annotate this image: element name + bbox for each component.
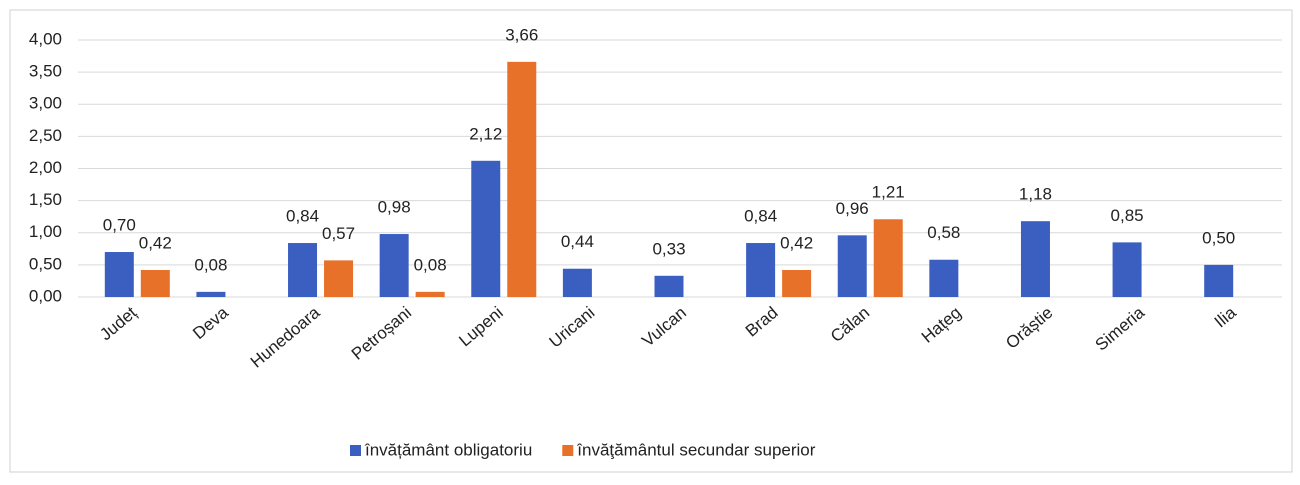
y-tick-label: 1,50 <box>29 190 62 209</box>
data-label: 1,18 <box>1019 185 1052 204</box>
bar <box>104 252 134 297</box>
y-tick-label: 2,00 <box>29 158 62 177</box>
y-tick-label: 3,50 <box>29 62 62 81</box>
bar <box>507 61 537 297</box>
bar <box>415 291 445 297</box>
bar <box>562 268 592 297</box>
data-label: 0,58 <box>927 223 960 242</box>
bar <box>929 259 959 297</box>
data-label: 0,08 <box>414 255 447 274</box>
data-label: 0,70 <box>103 216 136 235</box>
bar <box>140 270 170 297</box>
data-label: 0,84 <box>286 207 319 226</box>
bar <box>288 243 318 297</box>
data-label: 0,42 <box>780 233 813 252</box>
data-label: 0,57 <box>322 224 355 243</box>
y-tick-label: 0,50 <box>29 254 62 273</box>
bar <box>654 275 684 297</box>
data-label: 0,08 <box>194 255 227 274</box>
y-tick-label: 4,00 <box>29 29 62 48</box>
bar <box>782 270 812 297</box>
y-tick-label: 0,00 <box>29 286 62 305</box>
legend-swatch <box>350 445 361 456</box>
data-label: 0,42 <box>139 233 172 252</box>
data-label: 0,44 <box>561 232 594 251</box>
chart-border <box>9 9 1293 473</box>
data-label: 0,33 <box>652 239 685 258</box>
bar <box>1020 221 1050 297</box>
bar <box>873 219 903 297</box>
y-tick-label: 1,00 <box>29 222 62 241</box>
bar <box>746 243 776 297</box>
bar <box>196 291 226 297</box>
data-label: 0,85 <box>1111 206 1144 225</box>
legend-label: învățământ obligatoriu <box>364 440 532 459</box>
y-tick-label: 3,00 <box>29 94 62 113</box>
legend-label: învăţământul secundar superior <box>576 440 815 459</box>
data-label: 0,96 <box>836 199 869 218</box>
data-label: 0,50 <box>1202 228 1235 247</box>
bar <box>324 260 354 297</box>
y-tick-label: 2,50 <box>29 126 62 145</box>
data-label: 1,21 <box>872 183 905 202</box>
bar <box>379 234 409 297</box>
bar <box>1112 242 1142 297</box>
data-label: 2,12 <box>469 124 502 143</box>
legend-swatch <box>562 445 574 456</box>
bar <box>471 160 501 297</box>
data-label: 3,66 <box>505 25 538 44</box>
data-label: 0,84 <box>744 207 777 226</box>
bar <box>837 235 867 297</box>
data-label: 0,98 <box>378 198 411 217</box>
bar <box>1204 264 1234 297</box>
